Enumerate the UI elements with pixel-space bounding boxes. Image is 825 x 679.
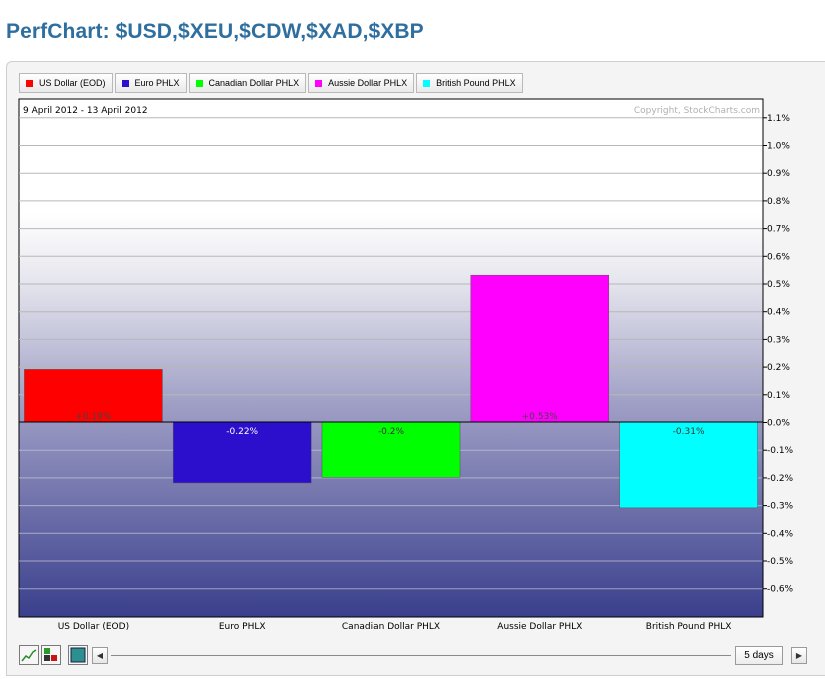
- legend-label: Canadian Dollar PHLX: [208, 78, 300, 88]
- legend-swatch: [121, 79, 129, 87]
- legend-item[interactable]: Canadian Dollar PHLX: [188, 73, 307, 93]
- chart-frame: [6, 61, 825, 676]
- legend-item[interactable]: British Pound PHLX: [416, 73, 523, 93]
- range-selector[interactable]: 5 days: [735, 646, 783, 665]
- bar-chart-icon: [44, 648, 57, 661]
- legend-swatch: [423, 79, 431, 87]
- legend-item[interactable]: Aussie Dollar PHLX: [308, 73, 415, 93]
- legend-bar: US Dollar (EOD) Euro PHLX Canadian Dollar …: [19, 73, 525, 93]
- scroll-left-button[interactable]: ◀: [92, 647, 108, 664]
- legend-swatch: [195, 79, 203, 87]
- legend-swatch: [315, 79, 323, 87]
- histogram-icon: [70, 647, 86, 663]
- legend-label: British Pound PHLX: [436, 78, 516, 88]
- perf-bar-tool-button[interactable]: [41, 645, 61, 665]
- line-chart-tool-button[interactable]: [19, 645, 39, 665]
- date-scrollbar[interactable]: [111, 655, 731, 656]
- legend-label: Euro PHLX: [134, 78, 180, 88]
- legend-label: US Dollar (EOD): [39, 78, 106, 88]
- page-title: PerfChart: $USD,$XEU,$CDW,$XAD,$XBP: [6, 20, 424, 43]
- legend-item[interactable]: US Dollar (EOD): [19, 73, 113, 93]
- line-chart-icon: [21, 649, 37, 662]
- legend-item[interactable]: Euro PHLX: [114, 73, 187, 93]
- scroll-right-button[interactable]: ▶: [791, 647, 807, 664]
- legend-swatch: [26, 79, 33, 87]
- histogram-tool-button[interactable]: [68, 645, 88, 665]
- legend-label: Aussie Dollar PHLX: [328, 78, 408, 88]
- chart-toolbar: ◀ 5 days ▶: [19, 645, 811, 667]
